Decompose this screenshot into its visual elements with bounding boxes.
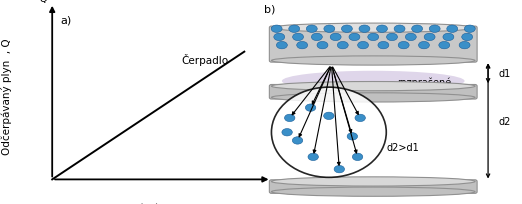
Ellipse shape xyxy=(306,26,317,33)
Ellipse shape xyxy=(282,71,465,92)
Ellipse shape xyxy=(271,93,475,102)
Text: rozprašené
atomy: rozprašené atomy xyxy=(397,77,451,99)
Ellipse shape xyxy=(305,104,316,112)
Ellipse shape xyxy=(424,34,435,41)
Ellipse shape xyxy=(406,34,416,41)
Ellipse shape xyxy=(292,137,303,144)
Ellipse shape xyxy=(443,34,454,41)
Ellipse shape xyxy=(394,26,405,33)
Ellipse shape xyxy=(293,34,303,41)
Text: Q: Q xyxy=(40,0,48,4)
Ellipse shape xyxy=(419,42,430,50)
Ellipse shape xyxy=(282,129,292,136)
Ellipse shape xyxy=(337,42,348,50)
FancyBboxPatch shape xyxy=(269,27,477,63)
Ellipse shape xyxy=(376,26,387,33)
Ellipse shape xyxy=(271,177,475,186)
FancyBboxPatch shape xyxy=(269,180,477,193)
Text: b): b) xyxy=(264,4,275,14)
Ellipse shape xyxy=(358,42,369,50)
Ellipse shape xyxy=(271,26,282,33)
Ellipse shape xyxy=(465,26,475,33)
Ellipse shape xyxy=(368,34,378,41)
Ellipse shape xyxy=(462,34,472,41)
Ellipse shape xyxy=(355,115,365,122)
Ellipse shape xyxy=(289,26,300,33)
Ellipse shape xyxy=(271,24,475,33)
Ellipse shape xyxy=(349,34,360,41)
FancyBboxPatch shape xyxy=(269,85,477,100)
Ellipse shape xyxy=(459,42,470,50)
Ellipse shape xyxy=(378,42,389,50)
Ellipse shape xyxy=(347,133,358,140)
Text: d1: d1 xyxy=(499,69,511,79)
Ellipse shape xyxy=(387,34,397,41)
Ellipse shape xyxy=(274,34,284,41)
Ellipse shape xyxy=(271,187,475,196)
Text: d2>d1: d2>d1 xyxy=(386,142,419,152)
Ellipse shape xyxy=(412,26,423,33)
Text: Odčerpávaný plyn  , Q: Odčerpávaný plyn , Q xyxy=(1,38,12,154)
Ellipse shape xyxy=(271,82,475,91)
Ellipse shape xyxy=(334,166,345,173)
Ellipse shape xyxy=(271,57,475,66)
Text: P: P xyxy=(276,181,282,191)
Text: a): a) xyxy=(61,16,72,26)
Ellipse shape xyxy=(284,115,295,122)
Ellipse shape xyxy=(398,42,409,50)
Text: Parciální tlak  , P: Parciální tlak , P xyxy=(113,203,200,204)
Text: d2: d2 xyxy=(499,116,511,126)
Ellipse shape xyxy=(324,113,334,120)
Text: Čerpadlo: Čerpadlo xyxy=(182,54,229,66)
Ellipse shape xyxy=(352,153,363,161)
Ellipse shape xyxy=(429,26,440,33)
Ellipse shape xyxy=(330,34,341,41)
Ellipse shape xyxy=(312,34,322,41)
Ellipse shape xyxy=(341,26,352,33)
Circle shape xyxy=(271,88,386,177)
Ellipse shape xyxy=(296,42,307,50)
Ellipse shape xyxy=(277,42,287,50)
Ellipse shape xyxy=(317,42,328,50)
Ellipse shape xyxy=(439,42,450,50)
Ellipse shape xyxy=(359,26,370,33)
Ellipse shape xyxy=(308,153,318,161)
Ellipse shape xyxy=(447,26,458,33)
Ellipse shape xyxy=(324,26,335,33)
